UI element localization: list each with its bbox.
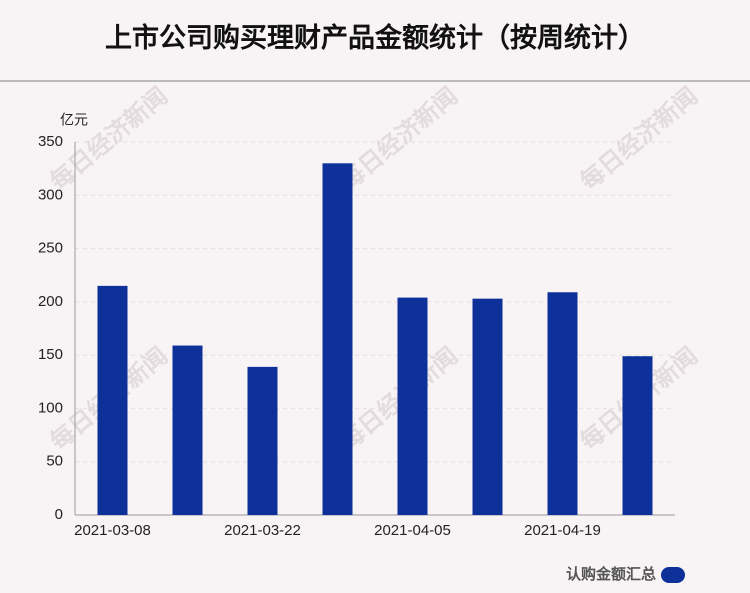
x-tick-label: 2021-04-19 <box>524 522 601 539</box>
y-tick-label: 0 <box>55 506 63 523</box>
bar <box>397 297 428 515</box>
y-tick-label: 300 <box>38 186 63 203</box>
bar <box>472 298 503 515</box>
bar <box>622 356 653 515</box>
y-tick-label: 250 <box>38 240 63 257</box>
x-tick-label: 2021-04-05 <box>374 522 451 539</box>
x-tick-label: 2021-03-08 <box>74 522 151 539</box>
y-tick-label: 200 <box>38 293 63 310</box>
chart-title: 上市公司购买理财产品金额统计（按周统计） <box>105 22 645 53</box>
y-tick-label: 150 <box>38 346 63 363</box>
legend-label: 认购金额汇总 <box>566 565 656 583</box>
x-tick-label: 2021-03-22 <box>224 522 301 539</box>
legend-swatch <box>661 567 685 583</box>
bar <box>322 163 353 516</box>
bar <box>172 345 203 515</box>
y-tick-label: 350 <box>38 133 63 150</box>
bar <box>547 292 578 515</box>
y-tick-label: 50 <box>46 453 63 470</box>
y-axis-unit: 亿元 <box>60 112 88 128</box>
bar <box>247 366 278 515</box>
y-tick-label: 100 <box>38 399 63 416</box>
bar <box>97 285 128 515</box>
